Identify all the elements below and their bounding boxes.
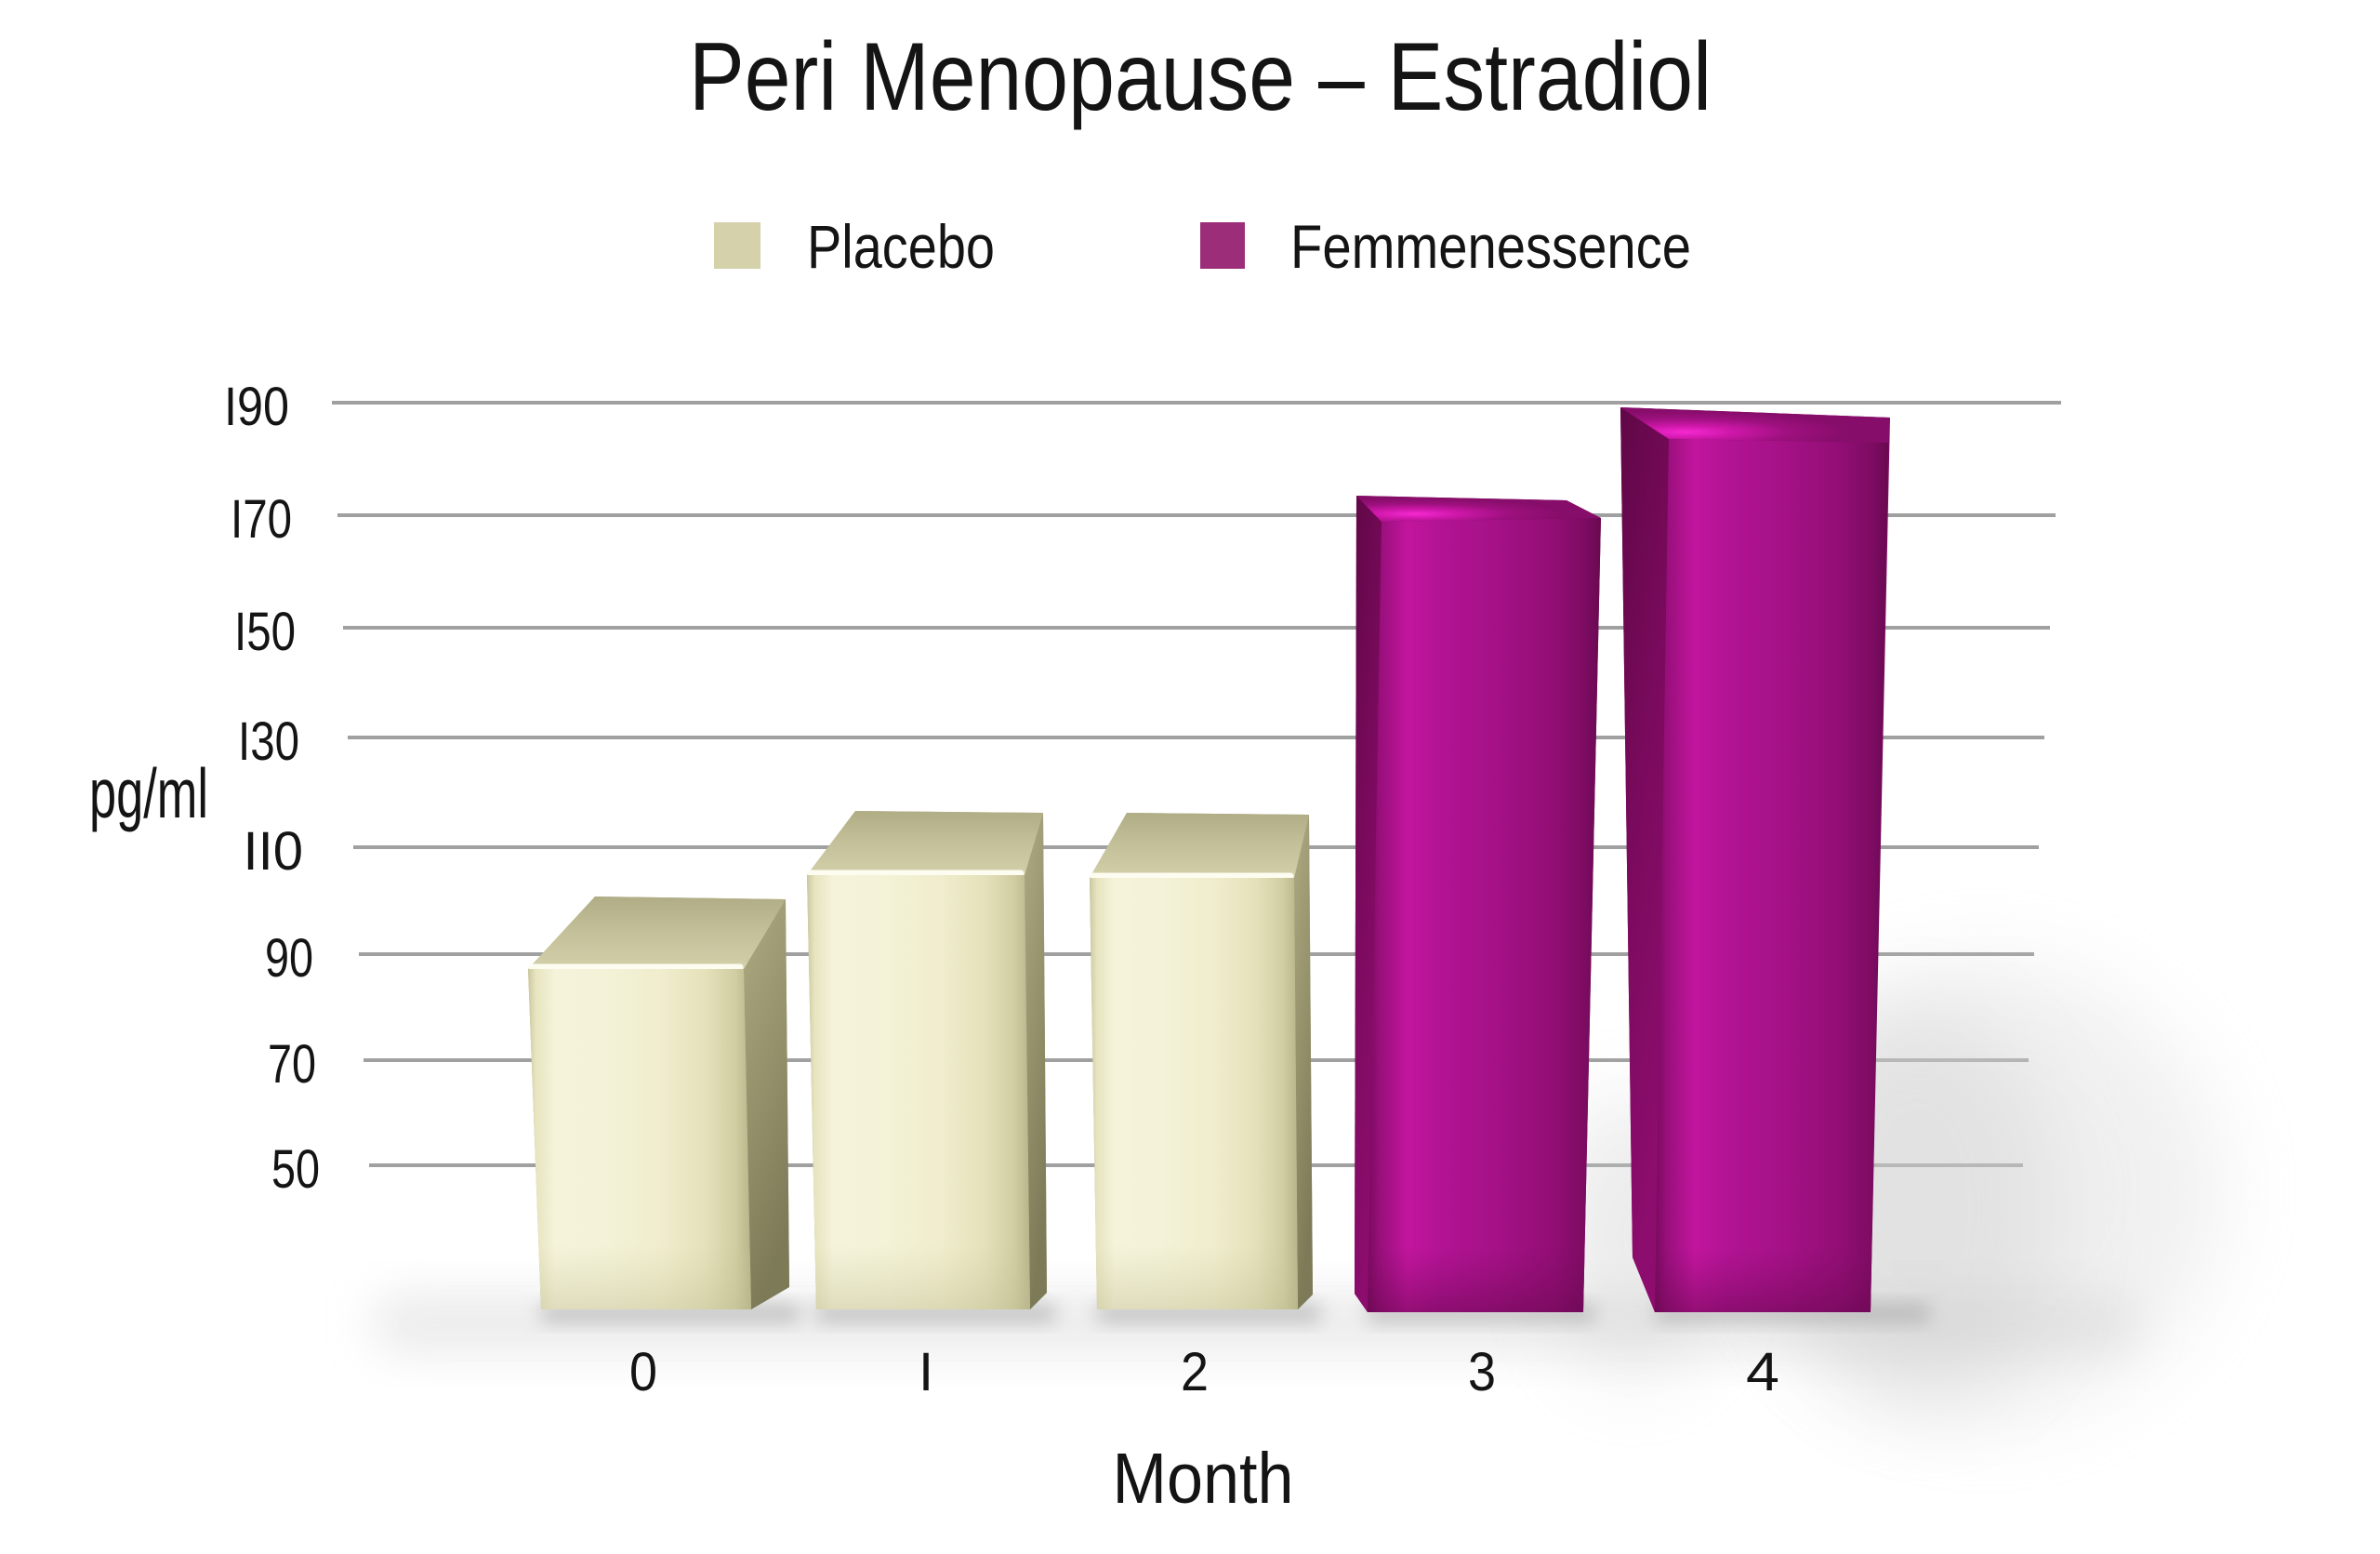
svg-text:3: 3 [1468,1342,1496,1402]
svg-text:I90: I90 [224,377,289,437]
svg-text:4: 4 [1746,1342,1779,1402]
svg-text:Femmenessence: Femmenessence [1290,212,1691,281]
svg-text:I70: I70 [231,489,292,550]
svg-text:0: 0 [629,1342,657,1402]
svg-text:70: 70 [268,1034,316,1095]
svg-text:I30: I30 [238,711,299,772]
svg-text:2: 2 [1181,1342,1209,1402]
svg-text:I50: I50 [234,602,296,662]
svg-text:Month: Month [1113,1439,1294,1519]
svg-text:50: 50 [271,1139,320,1200]
svg-text:Placebo: Placebo [807,212,995,281]
svg-text:pg/ml: pg/ml [89,754,208,832]
svg-text:90: 90 [265,928,313,989]
svg-text:II0: II0 [244,821,304,882]
svg-text:I: I [919,1342,933,1402]
svg-text:Peri Menopause – Estradiol: Peri Menopause – Estradiol [689,23,1712,131]
